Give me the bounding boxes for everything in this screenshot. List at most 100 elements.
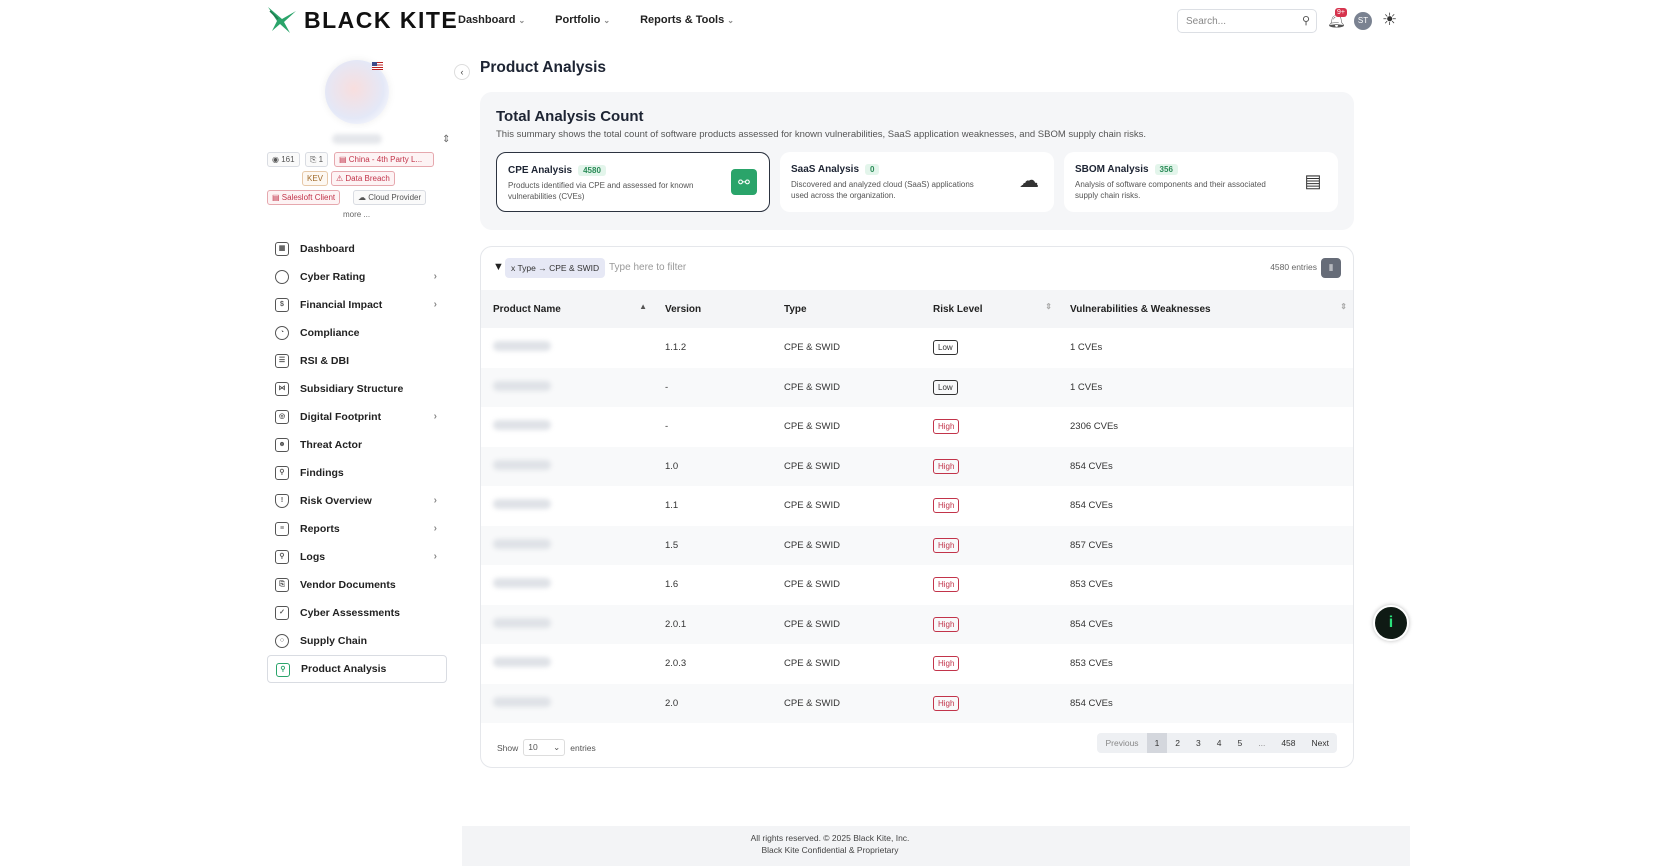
table-row[interactable]: 1.1 CPE & SWID High 854 CVEs [481, 486, 1353, 526]
search-input[interactable]: Search... ⚲ [1177, 9, 1317, 33]
table-row[interactable]: 1.5 CPE & SWID High 857 CVEs [481, 525, 1353, 566]
filter-input[interactable]: Type here to filter [609, 262, 687, 273]
cell-type: CPE & SWID [784, 421, 840, 433]
pagination: Previous 1 2 3 4 5 ... 458 Next [1097, 733, 1337, 753]
chevron-right-icon: › [433, 495, 437, 506]
cell-type: CPE & SWID [784, 579, 840, 591]
analysis-summary: Total Analysis Count This summary shows … [480, 92, 1354, 230]
table-row[interactable]: 2.0.1 CPE & SWID High 854 CVEs [481, 604, 1353, 644]
tag-kev[interactable]: KEV [302, 171, 329, 186]
sidebar-item-financial-impact[interactable]: $ Financial Impact › [267, 291, 447, 319]
table-row[interactable]: 1.6 CPE & SWID High 853 CVEs [481, 565, 1353, 605]
page-size-select[interactable]: 10 ⌄ [523, 739, 566, 756]
sidebar-item-digital-footprint[interactable]: ◎ Digital Footprint › [267, 403, 447, 431]
page-footer: All rights reserved. © 2025 Black Kite, … [250, 832, 1410, 856]
nav-portfolio[interactable]: Portfolio ⌄ [555, 14, 610, 26]
nav-reports-tools[interactable]: Reports & Tools ⌄ [640, 14, 734, 26]
sliders-icon: ☰ [275, 354, 289, 368]
risk-badge: High [933, 616, 960, 632]
cell-vulnerabilities: 854 CVEs [1070, 500, 1113, 512]
sidebar-item-threat-actor[interactable]: ☻ Threat Actor [267, 431, 447, 459]
next-button[interactable]: Next [1311, 738, 1329, 748]
sidebar-item-rsi-dbi[interactable]: ☰ RSI & DBI [267, 347, 447, 375]
columns-button[interactable]: ⫴ [1321, 258, 1341, 278]
sidebar-item-dashboard[interactable]: ▦ Dashboard [267, 235, 447, 263]
sidebar-item-risk-overview[interactable]: ! Risk Overview › [267, 487, 447, 515]
brand-logo[interactable]: BLACK KITE [266, 5, 458, 35]
sun-icon[interactable]: ☀ [1382, 10, 1398, 29]
page-3-button[interactable]: 3 [1196, 738, 1201, 748]
sort-icon[interactable]: ⇕ [1340, 302, 1347, 311]
table-row[interactable]: 2.0.3 CPE & SWID High 853 CVEs [481, 644, 1353, 684]
compliance-icon: ◔ [275, 326, 289, 340]
assistant-button[interactable]: i [1373, 605, 1409, 641]
sidebar-item-supply-chain[interactable]: ○ Supply Chain [267, 627, 447, 655]
cell-risk-level: Low [921, 368, 1058, 408]
filter-icon[interactable]: ▼ [493, 261, 504, 273]
card-title-text: SBOM Analysis [1075, 164, 1149, 175]
sidebar-item-findings[interactable]: ⚲ Findings [267, 459, 447, 487]
sidebar-item-compliance[interactable]: ◔ Compliance [267, 319, 447, 347]
tag-salesloft-client[interactable]: ▤ Salesloft Client [267, 190, 341, 205]
table-row[interactable]: 1.0 CPE & SWID High 854 CVEs [481, 446, 1353, 487]
sidebar-item-vendor-documents[interactable]: ⎘ Vendor Documents [267, 571, 447, 599]
card-title: SaaS Analysis 0 [791, 164, 880, 175]
prev-button[interactable]: Previous [1105, 738, 1139, 748]
entries-label: entries [570, 742, 596, 753]
cell-version: - [665, 421, 669, 433]
page-last-button[interactable]: 458 [1281, 738, 1296, 748]
sort-asc-icon[interactable]: ▲ [639, 302, 647, 311]
tag-views[interactable]: ◉ 161 [267, 152, 300, 167]
product-analysis-icon: ⚲ [276, 663, 290, 677]
table-row[interactable]: 2.0 CPE & SWID High 854 CVEs [481, 683, 1353, 724]
cell-risk-level: High [921, 447, 1058, 487]
sidebar-item-label: Cyber Assessments [300, 607, 400, 619]
cell-risk-level: High [921, 684, 1058, 724]
cell-vulnerabilities: 1 CVEs [1070, 342, 1103, 354]
sidebar-item-cyber-rating[interactable]: Cyber Rating › [267, 263, 447, 291]
card-sbom-analysis[interactable]: SBOM Analysis 356 Analysis of software co… [1064, 152, 1338, 212]
page-size-control: Show 10 ⌄ entries [497, 739, 596, 756]
table-header-row: Product Name ▲ Version Type Risk Level ⇕ V… [481, 290, 1353, 328]
table-row[interactable]: - CPE & SWID Low 1 CVEs [481, 367, 1353, 408]
sort-updown-icon[interactable]: ⇕ [442, 134, 451, 145]
user-avatar[interactable]: ST [1354, 12, 1372, 30]
supply-chain-icon: ○ [275, 634, 289, 648]
page-5-button[interactable]: 5 [1237, 738, 1243, 748]
page-1-button[interactable]: 1 [1146, 733, 1168, 753]
tag-china-4th-party[interactable]: ▤ China - 4th Party L... [334, 152, 434, 167]
card-saas-analysis[interactable]: SaaS Analysis 0 Discovered and analyzed c… [780, 152, 1054, 212]
card-description: Products identified via CPE and assessed… [508, 181, 694, 201]
col-vulnerabilities[interactable]: Vulnerabilities & Weaknesses ⇕ [1058, 290, 1353, 328]
table-row[interactable]: - CPE & SWID High 2306 CVEs [481, 407, 1353, 447]
tag-cloud-provider[interactable]: ☁ Cloud Provider [353, 190, 427, 205]
card-cpe-analysis[interactable]: CPE Analysis 4580 Products identified via… [496, 152, 770, 212]
col-product-name[interactable]: Product Name ▲ [481, 290, 653, 328]
risk-badge: High [933, 419, 960, 435]
more-tags-link[interactable]: more ... [343, 210, 371, 219]
page-4-button[interactable]: 4 [1216, 738, 1222, 748]
sidebar-item-logs[interactable]: ⚲ Logs › [267, 543, 447, 571]
nav-dashboard[interactable]: Dashboard ⌄ [458, 14, 525, 26]
sidebar-item-subsidiary-structure[interactable]: ⋈ Subsidiary Structure [267, 375, 447, 403]
sidebar-item-cyber-assessments[interactable]: ✓ Cyber Assessments [267, 599, 447, 627]
cell-type: CPE & SWID [784, 500, 840, 512]
tag-count[interactable]: ⎘ 1 [305, 152, 329, 167]
col-label: Risk Level [933, 303, 983, 315]
chevron-down-icon: ⌄ [727, 16, 734, 25]
sidebar-item-product-analysis[interactable]: ⚲ Product Analysis [267, 655, 447, 683]
product-name-redacted [481, 486, 653, 526]
cell-risk-level: High [921, 526, 1058, 566]
filter-chip-type[interactable]: x Type → CPE & SWID [505, 258, 606, 278]
col-type: Type [784, 303, 807, 315]
sidebar-item-reports[interactable]: ≡ Reports › [267, 515, 447, 543]
chevron-right-icon: › [433, 523, 437, 534]
tag-data-breach[interactable]: ⚠ Data Breach [331, 171, 395, 186]
col-risk-level[interactable]: Risk Level ⇕ [921, 290, 1058, 328]
sort-icon[interactable]: ⇕ [1045, 302, 1052, 311]
log-search-icon: ⚲ [275, 550, 289, 564]
page-2-button[interactable]: 2 [1175, 738, 1181, 748]
sidebar-item-label: Dashboard [300, 243, 355, 255]
table-row[interactable]: 1.1.2 CPE & SWID Low 1 CVEs [481, 328, 1353, 368]
collapse-sidebar-button[interactable]: ‹ [454, 64, 470, 80]
